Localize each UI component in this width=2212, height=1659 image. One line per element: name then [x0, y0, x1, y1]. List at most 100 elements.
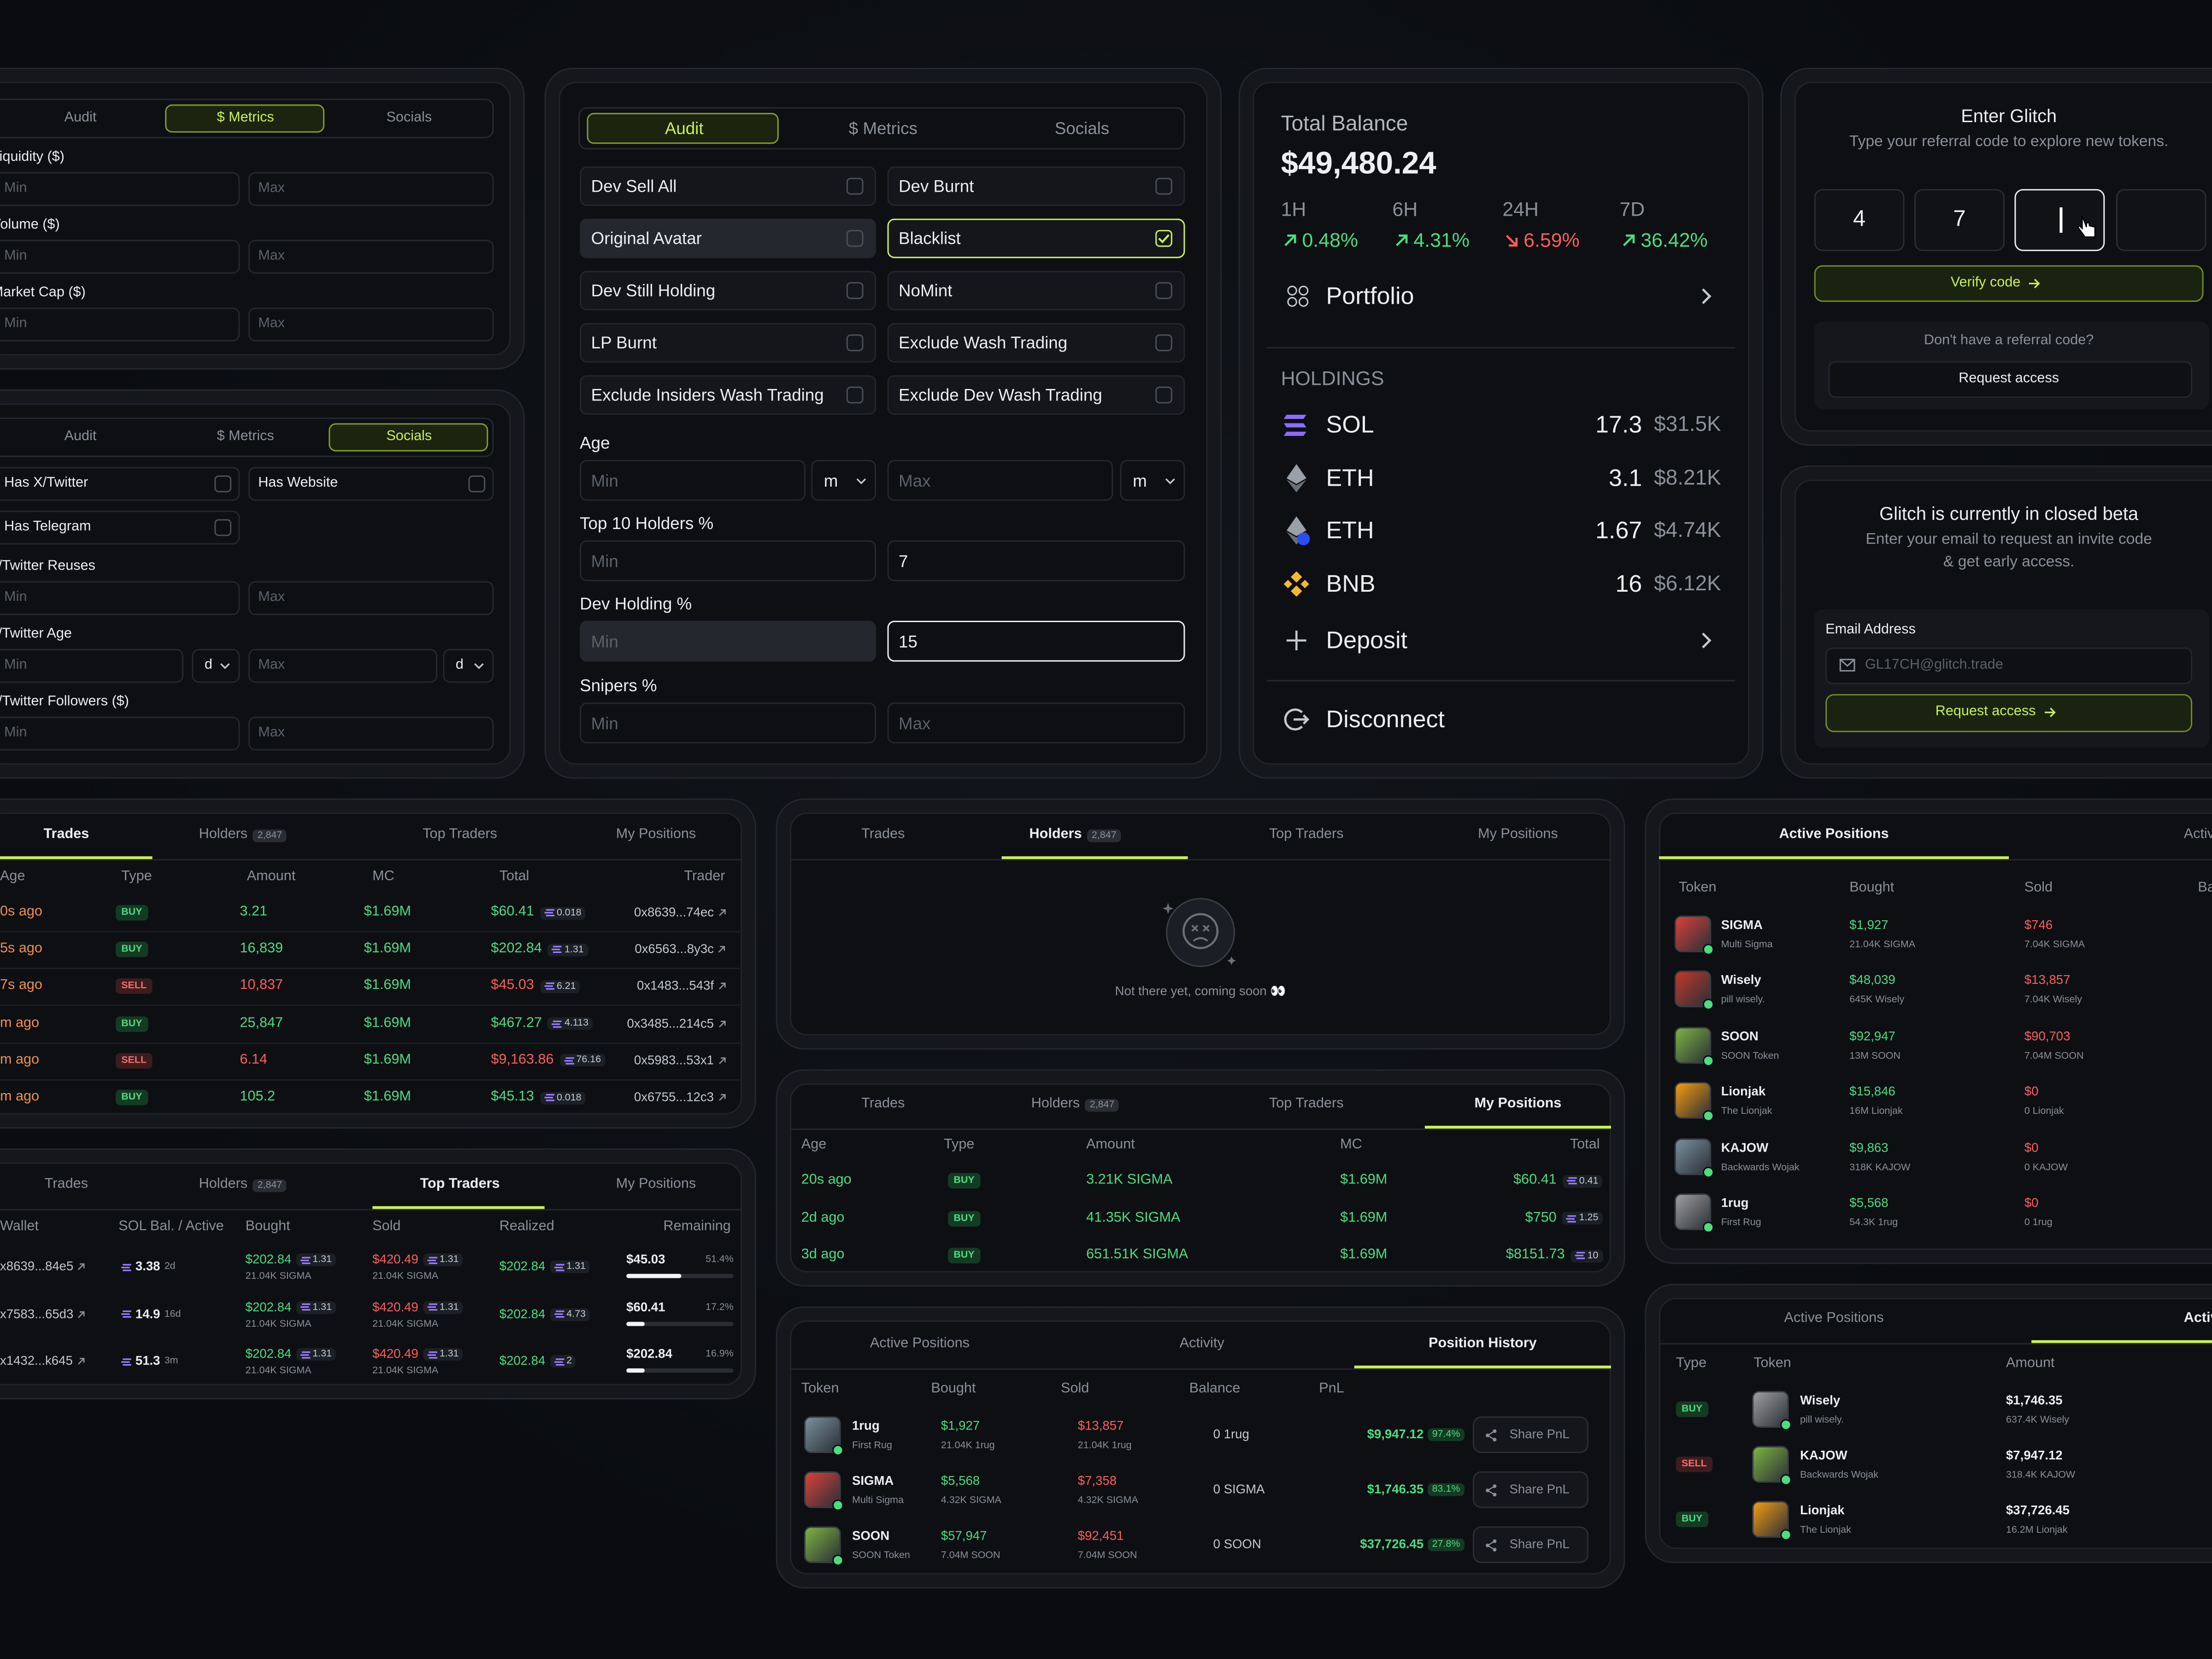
tab[interactable]: My Positions [1478, 826, 1558, 842]
check-row[interactable] [887, 375, 1185, 415]
tab[interactable]: My Positions [616, 1177, 696, 1192]
tab[interactable]: Top Traders [1269, 1096, 1344, 1112]
input[interactable] [580, 702, 877, 744]
check-row[interactable] [580, 323, 877, 363]
tab[interactable]: Audit [64, 429, 97, 445]
mail-icon-part [1840, 659, 1855, 667]
input[interactable] [887, 620, 1185, 662]
input[interactable] [248, 581, 494, 615]
tab[interactable]: Audit [64, 110, 97, 126]
verify-button[interactable] [1814, 265, 2204, 302]
check-row[interactable] [887, 218, 1185, 259]
checkbox[interactable] [846, 334, 864, 352]
input[interactable] [887, 459, 1113, 501]
checkbox[interactable] [1155, 177, 1172, 195]
tab[interactable]: Activity [1179, 1335, 1224, 1352]
sol-amount: 1.31 [312, 1349, 332, 1359]
input[interactable] [248, 649, 437, 683]
unit-select[interactable] [192, 649, 240, 683]
input[interactable] [0, 307, 240, 341]
tab[interactable]: $ Metrics [848, 118, 918, 138]
input[interactable] [580, 620, 877, 662]
share-label: Share PnL [1509, 1537, 1570, 1551]
disconnect-button[interactable]: Disconnect [1326, 706, 1445, 733]
check-row[interactable] [887, 166, 1185, 206]
check-row[interactable] [580, 375, 877, 415]
check-row[interactable] [580, 166, 877, 206]
check-row[interactable] [580, 218, 877, 259]
checkbox[interactable] [214, 519, 232, 536]
label: Verify code [1950, 275, 2021, 291]
deposit-link[interactable]: Deposit [1326, 627, 1408, 654]
checkbox[interactable] [214, 475, 232, 493]
tab[interactable]: Socials [1054, 118, 1110, 138]
check-row[interactable] [248, 467, 494, 501]
tab[interactable]: Holders 2,847 [1031, 1097, 1119, 1112]
check-row[interactable] [0, 467, 240, 501]
input[interactable] [248, 717, 494, 751]
tab[interactable]: Trades [861, 826, 905, 842]
tab[interactable]: Socials [386, 429, 432, 445]
tab[interactable]: Active Positions [1779, 826, 1889, 842]
share-button[interactable] [1472, 1526, 1588, 1563]
tab[interactable]: Active Positions [870, 1335, 970, 1352]
portfolio-link[interactable]: Portfolio [1326, 282, 1414, 310]
input[interactable] [887, 540, 1185, 582]
input[interactable] [0, 649, 183, 683]
checkbox[interactable] [846, 229, 864, 247]
check-row[interactable] [887, 323, 1185, 363]
tab[interactable]: Trades [43, 826, 89, 842]
input[interactable] [1825, 647, 2193, 684]
tab[interactable]: Position History [1428, 1335, 1537, 1352]
tab[interactable]: Top Traders [423, 826, 497, 842]
tab[interactable]: Holders 2,847 [199, 827, 287, 842]
checkbox[interactable] [846, 282, 864, 299]
request-button[interactable] [1825, 694, 2193, 732]
input[interactable] [0, 581, 240, 615]
request-button[interactable] [1828, 361, 2193, 398]
tab[interactable]: Top Traders [1269, 826, 1344, 842]
checkbox[interactable] [1155, 334, 1172, 352]
tab[interactable]: Trades [861, 1096, 905, 1112]
checkbox[interactable] [1155, 229, 1172, 247]
tab[interactable]: Top Traders [420, 1177, 500, 1192]
tab[interactable]: $ Metrics [217, 110, 274, 126]
tab[interactable]: Holders 2,847 [199, 1177, 287, 1192]
input[interactable] [248, 307, 494, 341]
input[interactable] [580, 459, 806, 501]
tab[interactable]: Holders 2,847 [1030, 827, 1121, 842]
unit-select[interactable] [443, 649, 494, 683]
input[interactable] [0, 240, 240, 274]
tab[interactable]: Socials [386, 110, 432, 126]
input[interactable] [580, 540, 877, 582]
share-button[interactable] [1472, 1471, 1588, 1508]
tab[interactable]: Active Positions [1784, 1310, 1884, 1326]
input[interactable] [887, 702, 1185, 744]
tab[interactable]: My Positions [616, 826, 696, 842]
checkbox[interactable] [468, 475, 486, 493]
holding-amount: 1.67 [1595, 517, 1642, 544]
checkbox[interactable] [846, 177, 864, 195]
tab[interactable]: Activity [2183, 1310, 2212, 1326]
tab[interactable]: $ Metrics [217, 429, 274, 445]
tab[interactable]: Activity [2183, 826, 2212, 842]
input[interactable] [0, 717, 240, 751]
unit-select[interactable] [811, 459, 877, 501]
check-row[interactable] [0, 511, 240, 545]
input[interactable] [248, 172, 494, 206]
input[interactable] [248, 240, 494, 274]
check-row[interactable] [580, 271, 877, 311]
tab[interactable]: My Positions [1474, 1096, 1562, 1112]
checkbox[interactable] [846, 386, 864, 404]
code-digit[interactable] [1914, 189, 2005, 251]
checkbox[interactable] [1155, 386, 1172, 404]
checkbox[interactable] [1155, 282, 1172, 299]
share-button[interactable] [1472, 1416, 1588, 1453]
unit-select[interactable] [1120, 459, 1185, 501]
code-digit[interactable] [1814, 189, 1905, 251]
tab[interactable]: Audit [665, 118, 704, 138]
tab[interactable]: Trades [44, 1177, 88, 1192]
input[interactable] [0, 172, 240, 206]
code-digit[interactable] [2116, 189, 2206, 251]
check-row[interactable] [887, 271, 1185, 311]
